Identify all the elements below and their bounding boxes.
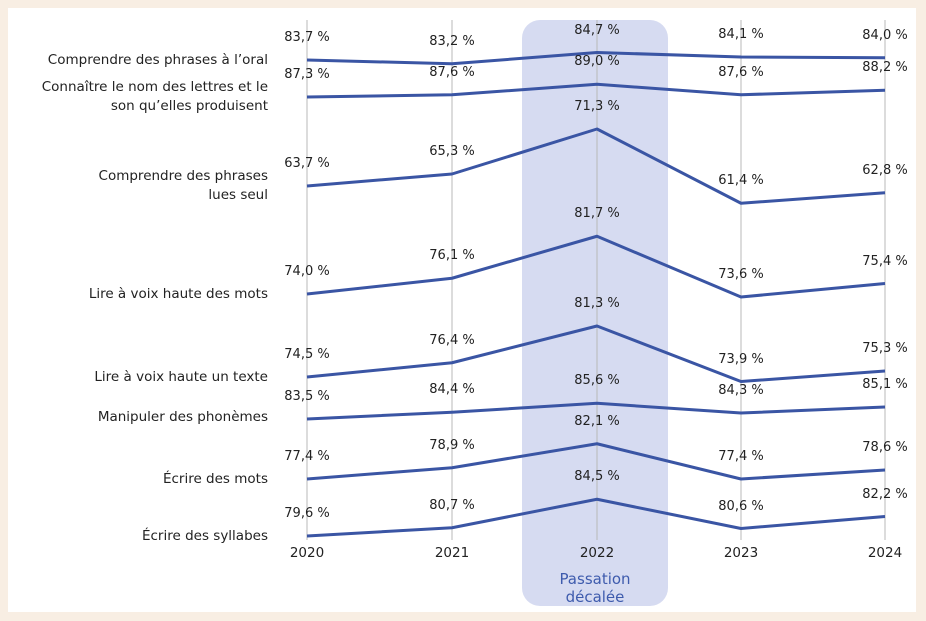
data-label: 75,3 %: [862, 341, 908, 356]
series-line: [306, 127, 886, 205]
data-label: 89,0 %: [574, 54, 620, 70]
data-label: 84,4 %: [429, 382, 475, 398]
data-label: 79,6 %: [284, 506, 330, 521]
series-label: Comprendre des phrases à l’oral: [47, 51, 268, 68]
x-tick-label: 2024: [867, 545, 903, 561]
data-label: 75,4 %: [862, 253, 908, 269]
series-label: Lire à voix haute des mots: [88, 285, 268, 302]
series-label: Comprendre des phrases lues seul: [98, 168, 268, 203]
data-label: 71,3 %: [574, 99, 620, 114]
data-label: 82,1 %: [574, 413, 620, 429]
series-line: [306, 51, 886, 66]
data-label: 76,4 %: [429, 332, 475, 348]
series-line: [306, 497, 886, 538]
data-label: 80,7 %: [429, 497, 475, 513]
data-label: 65,3 %: [429, 144, 475, 159]
data-label: 81,7 %: [574, 206, 620, 222]
data-label: 80,6 %: [718, 498, 764, 514]
series-line: [306, 82, 886, 99]
series-label: Lire à voix haute un texte: [94, 368, 268, 385]
data-label: 77,4 %: [284, 449, 330, 464]
data-label: 83,2 %: [429, 33, 475, 49]
data-label: 84,7 %: [574, 22, 620, 38]
highlight-band: [522, 20, 668, 606]
data-label: 73,6 %: [718, 267, 764, 282]
x-tick-label: 2020: [289, 545, 325, 561]
data-label: 84,3 %: [718, 383, 764, 398]
data-label: 76,1 %: [429, 248, 475, 264]
x-tick-label: 2022: [579, 545, 615, 561]
data-label: 87,6 %: [429, 64, 475, 80]
series-label: Connaître le nom des lettres et le son q…: [41, 79, 268, 114]
data-label: 78,9 %: [429, 437, 475, 453]
data-label: 85,1 %: [862, 377, 908, 392]
annotation: Passation décalée: [559, 570, 631, 606]
data-label: 84,5 %: [574, 469, 620, 485]
data-label: 83,5 %: [284, 389, 330, 404]
data-label: 87,6 %: [718, 64, 764, 80]
data-label: 78,6 %: [862, 440, 908, 455]
series-label: Écrire des syllabes: [141, 527, 268, 544]
plot-background: [8, 8, 916, 612]
data-label: 87,3 %: [284, 67, 330, 82]
data-label: 84,1 %: [718, 27, 764, 42]
data-label: 73,9 %: [718, 351, 764, 367]
data-label: 88,2 %: [862, 60, 908, 76]
series-line: [306, 324, 886, 383]
data-label: 82,2 %: [862, 486, 908, 502]
series-label: Manipuler des phonèmes: [97, 408, 268, 425]
series-label: Écrire des mots: [162, 470, 268, 487]
data-label: 85,6 %: [574, 373, 620, 389]
data-label: 61,4 %: [718, 173, 764, 189]
series-line: [306, 234, 886, 299]
data-label: 84,0 %: [862, 27, 908, 43]
data-label: 63,7 %: [284, 156, 330, 171]
series-line: [306, 401, 886, 421]
data-label: 83,7 %: [284, 30, 330, 45]
series-line: [306, 442, 886, 481]
x-tick-label: 2021: [434, 545, 470, 561]
data-label: 74,0 %: [284, 264, 330, 279]
data-label: 77,4 %: [718, 449, 764, 464]
data-label: 81,3 %: [574, 296, 620, 311]
data-label: 74,5 %: [284, 347, 330, 362]
x-tick-label: 2023: [723, 545, 759, 561]
data-label: 62,8 %: [862, 162, 908, 178]
